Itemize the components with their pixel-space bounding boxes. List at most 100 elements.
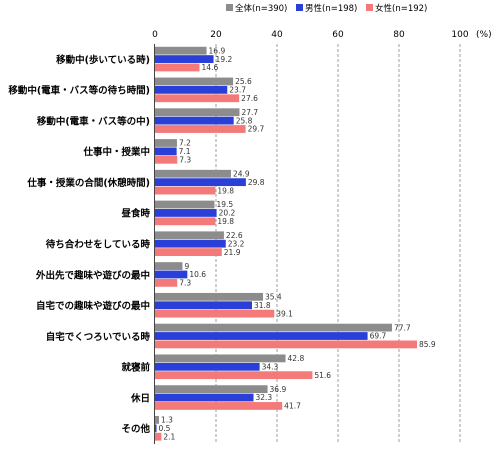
bar xyxy=(155,139,177,147)
bar xyxy=(155,248,222,256)
bar xyxy=(155,209,217,217)
bar xyxy=(155,416,159,424)
bar xyxy=(155,55,214,63)
value-label: 27.7 xyxy=(241,108,258,117)
bar xyxy=(155,385,268,394)
legend-swatch-0 xyxy=(226,4,233,11)
value-label: 20.2 xyxy=(219,209,236,218)
bar xyxy=(155,239,226,248)
value-label: 7.1 xyxy=(179,147,191,156)
value-label: 19.2 xyxy=(216,55,233,64)
value-label: 9 xyxy=(184,262,189,271)
bar xyxy=(155,125,246,133)
bar xyxy=(155,108,240,117)
category-label: 就寝前 xyxy=(121,362,150,374)
legend-label-2: 女性(n=192) xyxy=(375,3,427,14)
category-label: 仕事中・授業中 xyxy=(82,146,150,158)
bar xyxy=(155,77,234,86)
bar xyxy=(155,186,216,195)
bars xyxy=(155,46,417,441)
bar xyxy=(155,231,224,240)
value-label: 23.2 xyxy=(228,239,245,248)
bar xyxy=(155,432,162,441)
bar xyxy=(155,85,228,94)
value-label: 34.3 xyxy=(262,362,279,371)
value-label: 16.9 xyxy=(209,46,226,55)
value-label: 77.7 xyxy=(394,323,411,332)
value-label: 85.9 xyxy=(419,340,436,349)
bar xyxy=(155,340,417,349)
gridlines xyxy=(215,44,461,444)
value-label: 10.6 xyxy=(189,270,206,279)
bar xyxy=(155,94,240,103)
bar xyxy=(155,371,313,380)
legend-label-0: 全体(n=390) xyxy=(235,3,287,14)
value-label: 21.9 xyxy=(224,248,241,257)
value-label: 39.1 xyxy=(276,309,293,318)
value-label: 23.7 xyxy=(229,86,246,95)
value-label: 29.8 xyxy=(248,178,265,187)
bar xyxy=(155,262,183,270)
chart-legend: 全体(n=390) 男性(n=198) 女性(n=192) xyxy=(226,3,427,14)
category-label: 移動中(電車・バス等の中) xyxy=(37,115,150,127)
bar xyxy=(155,200,215,209)
value-labels: 16.919.214.625.623.727.627.725.829.77.27… xyxy=(159,46,436,441)
category-label: 自宅での趣味や遊びの最中 xyxy=(36,300,150,312)
value-label: 14.6 xyxy=(202,63,219,72)
legend-label-1: 男性(n=198) xyxy=(305,3,357,14)
value-label: 29.7 xyxy=(248,125,265,134)
value-label: 69.7 xyxy=(370,332,387,341)
x-tick-label: 100 xyxy=(451,30,468,40)
category-labels: 移動中(歩いている時) 移動中(電車・バス等の待ち時間) 移動中(電車・バス等の中)… xyxy=(8,54,150,435)
bar xyxy=(155,278,178,287)
category-label: 自宅でくつろいでいる時 xyxy=(46,331,151,343)
x-tick-label: 40 xyxy=(271,30,283,40)
bar xyxy=(155,424,157,433)
value-label: 1.3 xyxy=(161,416,173,425)
bar xyxy=(155,332,368,340)
bar xyxy=(155,217,216,226)
x-tick-label: 60 xyxy=(332,30,344,40)
bar xyxy=(155,63,200,72)
bar xyxy=(155,354,286,363)
value-label: 31.8 xyxy=(254,301,271,310)
value-label: 25.6 xyxy=(235,77,252,86)
value-label: 19.8 xyxy=(217,186,234,195)
value-label: 19.8 xyxy=(217,217,234,226)
bar xyxy=(155,169,231,178)
value-label: 7.3 xyxy=(179,155,191,164)
unit-label: (%) xyxy=(476,30,492,40)
value-label: 41.7 xyxy=(284,402,301,411)
value-label: 42.8 xyxy=(288,354,305,363)
value-label: 7.2 xyxy=(179,139,191,148)
bar xyxy=(155,116,234,125)
bar xyxy=(155,362,260,371)
value-label: 25.8 xyxy=(236,116,253,125)
category-label: 仕事・授業の合間(休憩時間) xyxy=(26,177,150,189)
bar xyxy=(155,402,283,410)
bar xyxy=(155,323,392,332)
x-axis-ticks: 0 20 40 60 80 100 xyxy=(152,30,469,40)
category-label: 待ち合わせをしている時 xyxy=(46,239,151,251)
value-label: 22.6 xyxy=(226,231,243,240)
bar xyxy=(155,393,254,402)
value-label: 27.6 xyxy=(241,94,258,103)
category-label: 休日 xyxy=(130,392,150,404)
bar xyxy=(155,270,188,279)
bar xyxy=(155,178,246,187)
value-label: 2.1 xyxy=(163,432,175,441)
bar xyxy=(155,292,263,301)
value-label: 35.4 xyxy=(265,293,282,302)
value-label: 0.5 xyxy=(159,424,171,433)
value-label: 24.9 xyxy=(233,169,250,178)
category-label: 昼食時 xyxy=(121,208,150,220)
category-label: 移動中(歩いている時) xyxy=(56,54,150,66)
value-label: 36.9 xyxy=(270,385,287,394)
x-tick-label: 80 xyxy=(393,30,405,40)
bar xyxy=(155,147,177,156)
bar xyxy=(155,46,207,55)
bar xyxy=(155,155,178,164)
legend-swatch-1 xyxy=(296,4,303,11)
value-label: 7.3 xyxy=(179,279,191,288)
